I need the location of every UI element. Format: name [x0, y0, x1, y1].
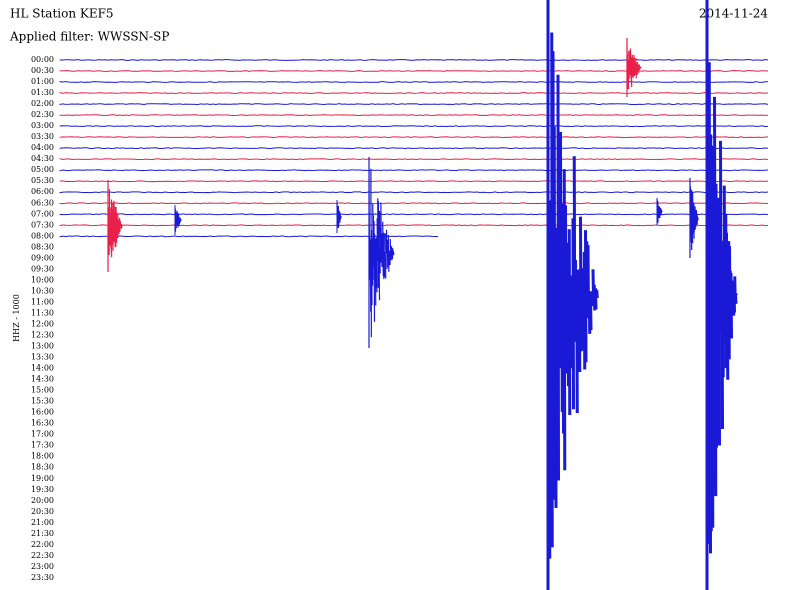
seismic-event — [546, 0, 599, 590]
row-label: 21:30 — [31, 529, 54, 538]
row-label: 11:30 — [31, 308, 54, 317]
row-label: 14:00 — [31, 364, 54, 373]
row-label: 21:00 — [31, 518, 54, 527]
date: 2014-11-24 — [699, 7, 769, 21]
row-label: 22:30 — [31, 551, 54, 560]
seismic-event — [626, 38, 642, 97]
row-label: 12:30 — [31, 331, 54, 340]
row-label: 01:00 — [31, 77, 54, 86]
trace — [59, 59, 769, 61]
seismic-event — [656, 198, 663, 225]
row-label: 09:30 — [31, 264, 54, 273]
trace — [59, 158, 769, 161]
trace — [59, 224, 769, 227]
trace — [59, 147, 769, 150]
trace — [59, 70, 769, 72]
row-label: 10:00 — [31, 275, 54, 284]
row-label: 20:30 — [31, 507, 54, 516]
row-label: 15:30 — [31, 397, 54, 406]
row-label: 04:30 — [31, 154, 54, 163]
row-label: 20:00 — [31, 496, 54, 505]
row-label: 16:00 — [31, 408, 54, 417]
row-label: 02:00 — [31, 99, 54, 108]
seismic-event — [368, 157, 395, 348]
seismic-event — [689, 178, 699, 258]
trace — [59, 169, 769, 172]
row-label: 05:30 — [31, 176, 54, 185]
axis-label: HHZ - 1000 — [12, 294, 21, 342]
row-label: 01:30 — [31, 88, 54, 97]
row-label: 06:00 — [31, 187, 54, 196]
row-label: 00:00 — [31, 55, 54, 64]
seismic-event — [107, 180, 123, 272]
station-title: HL Station KEF5 — [10, 7, 114, 21]
trace — [59, 213, 769, 216]
row-label: 13:30 — [31, 353, 54, 362]
row-label: 05:00 — [31, 165, 54, 174]
row-label: 09:00 — [31, 253, 54, 262]
row-label: 08:30 — [31, 242, 54, 251]
trace — [59, 103, 769, 106]
row-label: 04:00 — [31, 143, 54, 152]
trace — [59, 136, 769, 139]
row-label: 00:30 — [31, 66, 54, 75]
row-label: 14:30 — [31, 375, 54, 384]
row-label: 23:00 — [31, 562, 54, 571]
row-label: 22:00 — [31, 540, 54, 549]
row-label: 17:30 — [31, 441, 54, 450]
trace — [59, 125, 769, 128]
trace — [59, 92, 769, 94]
row-label: 11:00 — [31, 297, 54, 306]
filter: Applied filter: WWSSN-SP — [9, 30, 169, 44]
row-label: 02:30 — [31, 110, 54, 119]
trace — [59, 81, 769, 83]
trace — [59, 114, 769, 117]
row-label: 16:30 — [31, 419, 54, 428]
row-label: 19:30 — [31, 485, 54, 494]
row-label: 23:30 — [31, 573, 54, 582]
trace — [59, 180, 769, 183]
row-label: 03:00 — [31, 121, 54, 130]
seismic-event — [705, 0, 739, 590]
row-label: 07:30 — [31, 220, 54, 229]
trace — [59, 191, 769, 194]
row-label: 10:30 — [31, 286, 54, 295]
trace — [59, 202, 769, 205]
row-label: 18:00 — [31, 452, 54, 461]
row-label: 19:00 — [31, 474, 54, 483]
seismic-event — [174, 205, 182, 235]
row-label: 08:00 — [31, 231, 54, 240]
row-label: 03:30 — [31, 132, 54, 141]
row-label: 18:30 — [31, 463, 54, 472]
row-label: 17:00 — [31, 430, 54, 439]
row-label: 13:00 — [31, 342, 54, 351]
row-label: 15:00 — [31, 386, 54, 395]
row-label: 06:30 — [31, 198, 54, 207]
row-label: 07:00 — [31, 209, 54, 218]
row-label: 12:00 — [31, 319, 54, 328]
seismic-event — [336, 200, 342, 233]
